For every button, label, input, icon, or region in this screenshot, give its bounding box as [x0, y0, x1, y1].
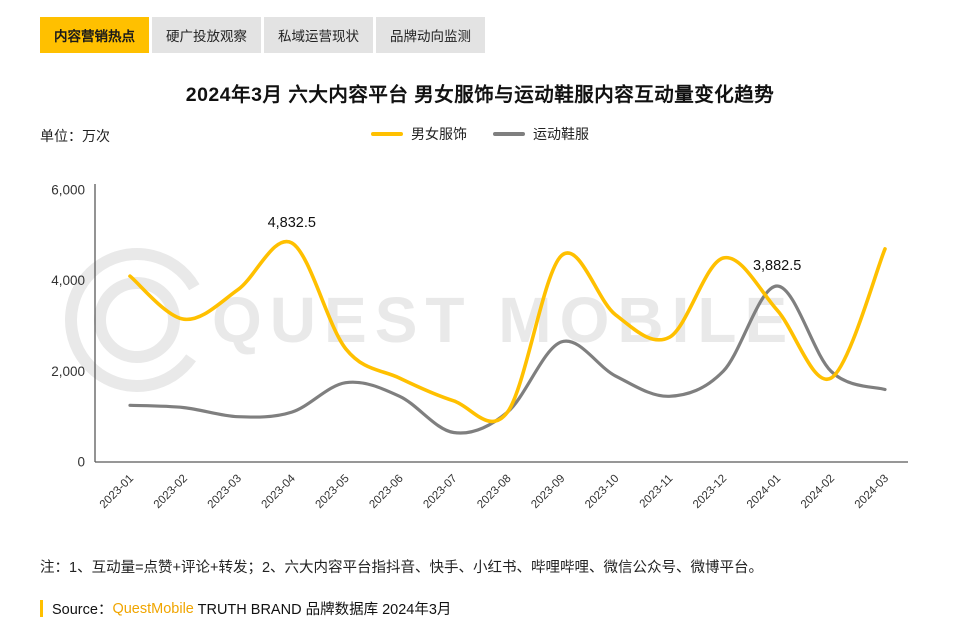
footer-suffix: TRUTH BRAND 品牌数据库 2024年3月: [193, 602, 452, 618]
y-axis-label: 2,000: [51, 364, 85, 379]
x-axis-label: 2023-01: [98, 473, 136, 511]
x-axis-label: 2023-12: [691, 473, 729, 511]
source-label: Source：: [52, 602, 113, 618]
x-axis-label: 2023-07: [421, 473, 459, 511]
data-label: 4,832.5: [268, 215, 316, 231]
legend-swatch-apparel: [371, 132, 403, 136]
tab-private-domain-status[interactable]: 私域运营现状: [264, 17, 373, 53]
x-axis-label: 2023-04: [260, 472, 299, 511]
tab-hard-ad-observation[interactable]: 硬广投放观察: [152, 17, 261, 53]
x-axis-label: 2023-06: [367, 473, 405, 511]
x-axis-label: 2023-02: [152, 473, 190, 511]
y-axis-label: 6,000: [51, 183, 85, 198]
data-label: 3,882.5: [753, 258, 801, 274]
legend-label-sportswear: 运动鞋服: [533, 126, 589, 142]
tab-content-marketing-hotspots[interactable]: 内容营销热点: [40, 17, 149, 53]
chart-legend: 男女服饰 运动鞋服: [0, 124, 960, 144]
legend-swatch-sportswear: [493, 132, 525, 136]
legend-item-sportswear: 运动鞋服: [493, 124, 589, 144]
footer-accent-bar: [40, 600, 43, 617]
x-axis-label: 2024-02: [799, 473, 837, 511]
unit-label: 单位：万次: [40, 128, 110, 144]
footnote: 注：1、互动量=点赞+评论+转发；2、六大内容平台指抖音、快手、小红书、哔哩哔哩…: [40, 560, 764, 576]
x-axis-label: 2023-08: [475, 473, 513, 511]
watermark-logo-inner-ring: [94, 277, 180, 363]
series-line-0: [128, 239, 887, 424]
watermark-logo-outer-ring: [65, 248, 209, 392]
series-line-1: [128, 284, 887, 435]
y-axis-label: 0: [77, 455, 85, 470]
x-axis-label: 2023-05: [313, 473, 351, 511]
watermark-text: QUEST MOBILE: [212, 284, 795, 356]
x-axis-label: 2024-01: [745, 473, 783, 511]
x-axis-label: 2023-10: [583, 473, 621, 511]
legend-item-apparel: 男女服饰: [371, 124, 467, 144]
y-axis-label: 4,000: [51, 273, 85, 288]
source-footer: Source： QuestMobile TRUTH BRAND 品牌数据库 20…: [40, 598, 451, 619]
tab-brand-trend-monitoring[interactable]: 品牌动向监测: [376, 17, 485, 53]
tab-bar: 内容营销热点 硬广投放观察 私域运营现状 品牌动向监测: [40, 17, 485, 53]
legend-label-apparel: 男女服饰: [411, 126, 467, 142]
line-chart: QUEST MOBILE 0 2,000 4,000 6,000 2023-01 2023-…: [51, 183, 908, 511]
x-axis-label: 2024-03: [853, 473, 891, 511]
x-axis-label: 2023-03: [206, 473, 244, 511]
footer-brand: QuestMobile: [112, 600, 194, 617]
x-axis-label: 2023-09: [529, 473, 567, 511]
page-title: 2024年3月 六大内容平台 男女服饰与运动鞋服内容互动量变化趋势: [185, 84, 775, 106]
x-axis-label: 2023-11: [638, 473, 676, 511]
